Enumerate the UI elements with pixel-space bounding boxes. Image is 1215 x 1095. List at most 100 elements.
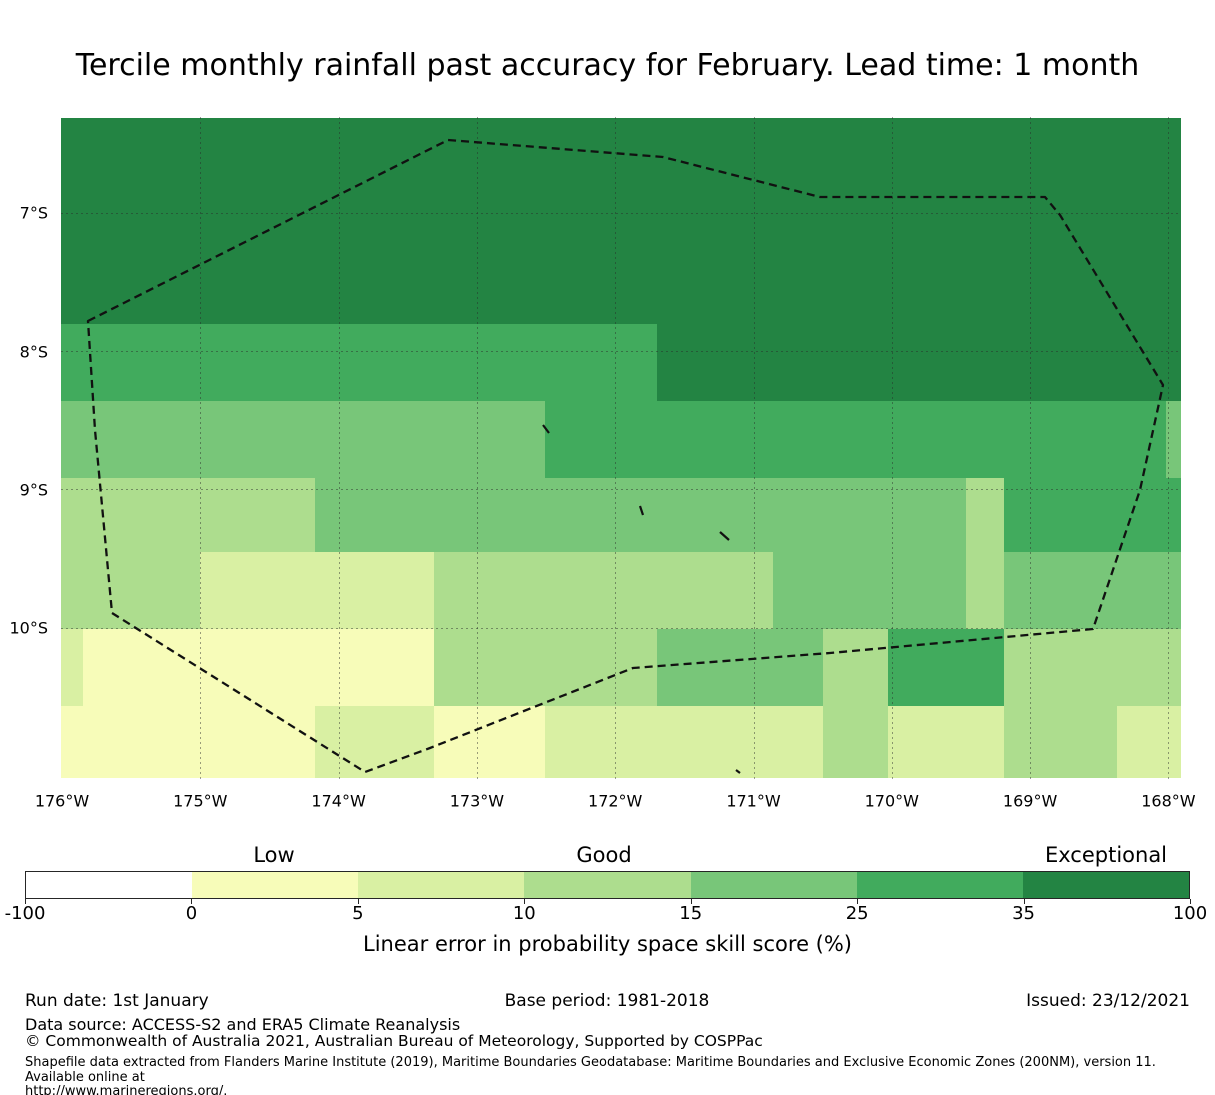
colorbar-class-label-exceptional: Exceptional	[1044, 843, 1168, 867]
lon-tick-label: 175°W	[173, 791, 228, 811]
lon-tick-label: 173°W	[449, 791, 505, 811]
lon-tick-label: 170°W	[864, 791, 919, 811]
colorbar-segment	[1022, 872, 1189, 898]
map-cell	[1003, 628, 1181, 707]
map-cell	[1117, 706, 1181, 779]
shapefile-attribution-line2: http://www.marineregions.org/.	[25, 1084, 228, 1095]
map-cell	[772, 551, 967, 629]
eez-boundary	[86, 138, 1165, 774]
lon-gridline	[891, 117, 893, 779]
map-cell	[1003, 551, 1181, 629]
lon-tick-label: 172°W	[588, 791, 643, 811]
lat-tick-8s: 8°S	[19, 342, 48, 362]
issued-date: Issued: 23/12/2021	[1026, 991, 1190, 1011]
lon-tick-label: 168°W	[1141, 791, 1196, 811]
lon-gridline	[338, 117, 340, 779]
lat-gridline	[61, 213, 1181, 214]
map-cell	[966, 478, 1004, 552]
map-cell	[82, 628, 435, 707]
shapefile-attribution-line1: Shapefile data extracted from Flanders M…	[25, 1055, 1156, 1085]
colorbar-tick-mark	[690, 899, 692, 904]
colorbar-tick-label: 0	[185, 903, 198, 924]
map-cell	[887, 706, 1004, 779]
map-cell	[200, 551, 435, 629]
lat-gridline	[61, 351, 1181, 353]
lon-gridline	[476, 117, 478, 779]
colorbar-tick-mark	[1190, 899, 1191, 904]
colorbar-tick-label: -100	[4, 903, 46, 924]
map-cell	[1165, 400, 1181, 479]
map-cell	[61, 400, 545, 479]
map-cell	[1003, 478, 1181, 552]
colorbar-tick-label: 35	[1012, 903, 1036, 924]
map-cell	[544, 706, 823, 779]
colorbar-tick-mark	[1023, 899, 1025, 904]
colorbar-tick-mark	[357, 899, 359, 904]
map-cell	[822, 706, 888, 779]
colorbar-tick-label: 5	[352, 903, 364, 924]
map-canvas	[61, 117, 1181, 779]
copyright: © Commonwealth of Australia 2021, Austra…	[25, 1032, 763, 1050]
map-cell	[822, 628, 888, 707]
lat-gridline	[61, 489, 1181, 491]
colorbar-segment	[26, 872, 193, 898]
map-cell	[966, 551, 1004, 629]
colorbar-segment	[524, 872, 691, 898]
colorbar-axis-label: Linear error in probability space skill …	[363, 932, 852, 956]
colorbar-tick-mark	[191, 899, 193, 904]
lon-tick-label: 174°W	[311, 791, 366, 811]
colorbar-tick-mark	[857, 899, 859, 904]
run-date: Run date: 1st January	[25, 991, 209, 1011]
lon-tick-label: 176°W	[34, 791, 90, 811]
lon-gridline	[1030, 117, 1032, 779]
lat-tick-10s: 10°S	[9, 618, 48, 638]
colorbar-segment	[192, 872, 359, 898]
map-cell	[61, 323, 657, 401]
lat-gridline	[61, 627, 1181, 629]
colorbar-segment	[856, 872, 1023, 898]
map-cell	[1003, 706, 1118, 779]
colorbar-segment	[690, 872, 857, 898]
lon-gridline	[1168, 117, 1170, 779]
island-mark	[735, 769, 741, 774]
lon-gridline	[615, 117, 617, 779]
eez-overlay	[86, 138, 1165, 774]
map-cell	[434, 551, 773, 629]
lat-tick-7s: 7°S	[19, 203, 48, 223]
map-cell	[61, 551, 201, 629]
map-cell	[656, 628, 823, 707]
map-cell	[61, 706, 316, 779]
base-period: Base period: 1981-2018	[504, 991, 710, 1011]
lon-gridline	[200, 117, 202, 779]
map-cell	[315, 706, 435, 779]
map-cell	[434, 706, 545, 779]
island-marks	[542, 424, 741, 774]
colorbar-tick-mark	[25, 899, 26, 904]
colorbar-class-label-good: Good	[576, 843, 632, 867]
lon-tick-label: 169°W	[1002, 791, 1058, 811]
colorbar	[25, 871, 1190, 899]
lon-tick-label: 171°W	[726, 791, 781, 811]
map-cell	[656, 323, 1181, 401]
data-source: Data source: ACCESS-S2 and ERA5 Climate …	[25, 1015, 461, 1034]
map-cell	[61, 117, 1181, 324]
colorbar-tick-label: 100	[1172, 903, 1208, 924]
shapefile-attribution: Shapefile data extracted from Flanders M…	[25, 1055, 1195, 1095]
island-mark	[719, 531, 730, 541]
lon-gridline	[753, 117, 755, 779]
island-mark	[542, 424, 550, 434]
colorbar-segment	[358, 872, 525, 898]
map-cell	[315, 478, 967, 552]
map-cell	[544, 400, 1166, 479]
colorbar-tick-label: 10	[512, 903, 536, 924]
map-cell	[434, 628, 657, 707]
colorbar-class-label-low: Low	[253, 843, 295, 867]
island-mark	[638, 505, 645, 516]
colorbar-tick-label: 25	[845, 903, 869, 924]
chart-title: Tercile monthly rainfall past accuracy f…	[75, 48, 1140, 83]
colorbar-tick-mark	[524, 899, 526, 904]
lat-tick-9s: 9°S	[19, 480, 48, 500]
map-cell	[61, 628, 83, 707]
colorbar-tick-label: 15	[679, 903, 703, 924]
